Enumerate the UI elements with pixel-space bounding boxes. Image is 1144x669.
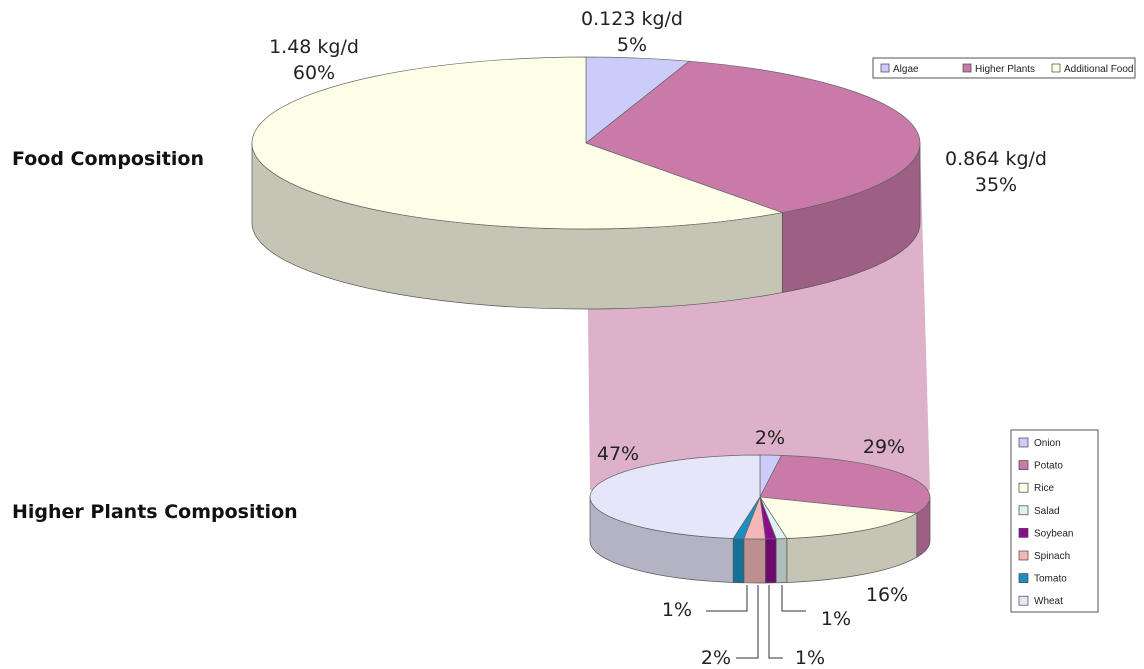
soybean-legend-swatch xyxy=(1018,528,1029,538)
salad-slice-side xyxy=(775,538,788,584)
tomato-legend-label: Tomato xyxy=(1034,574,1067,585)
higher-plants-composition-title: Higher Plants Composition xyxy=(12,501,298,523)
onion-legend-label: Onion xyxy=(1034,438,1061,449)
additional-food-data-label: 1.48 kg/d 60% xyxy=(269,36,359,84)
higher-plants-legend-swatch xyxy=(962,63,972,73)
onion-legend-swatch xyxy=(1018,437,1029,448)
soybean-data-label: 1% xyxy=(795,647,825,669)
food-legend-box xyxy=(872,57,1136,79)
higher-plants-legend-label: Higher Plants xyxy=(975,64,1035,75)
salad-leader-line xyxy=(781,585,806,612)
pie-labels: 0.123 kg/d 5% 0.864 kg/d 35% 1.48 kg/d 60% 2% 2… xyxy=(269,8,1047,669)
soybean-legend-label: Soybean xyxy=(1034,528,1073,539)
spinach-leader-line xyxy=(736,585,759,659)
wheat-data-label: 47% xyxy=(597,443,639,465)
additional-food-slice xyxy=(251,56,784,230)
tomato-slice-side xyxy=(732,538,745,584)
higher-plants-pie xyxy=(589,454,931,584)
rice-data-label: 16% xyxy=(866,584,908,606)
rice-slice xyxy=(759,496,918,539)
potato-slice xyxy=(759,454,931,514)
additional-food-legend-swatch xyxy=(1051,63,1061,73)
potato-legend-label: Potato xyxy=(1034,461,1063,472)
potato-data-label: 29% xyxy=(863,436,905,458)
rice-legend-label: Rice xyxy=(1034,483,1054,494)
higher-plants-slice xyxy=(585,60,921,213)
onion-data-label: 2% xyxy=(755,427,785,449)
spinach-data-label: 2% xyxy=(701,647,731,669)
higher-plants-legend: Onion Potato Rice Salad Soybean Spinach Tomato… xyxy=(1010,429,1099,613)
tomato-data-label: 1% xyxy=(662,599,692,621)
wheat-slice xyxy=(589,454,761,539)
spinach-slice-side xyxy=(743,538,766,584)
salad-data-label: 1% xyxy=(821,608,851,630)
tomato-leader-line xyxy=(706,585,748,612)
additional-food-legend-label: Additional Food xyxy=(1064,64,1134,75)
potato-legend-swatch xyxy=(1018,460,1029,470)
higher-plants-data-label: 0.864 kg/d 35% xyxy=(945,148,1047,196)
salad-legend-swatch xyxy=(1018,505,1029,516)
rice-legend-swatch xyxy=(1018,482,1029,493)
tomato-legend-swatch xyxy=(1018,573,1029,583)
spinach-legend-swatch xyxy=(1018,550,1029,561)
food-composition-title: Food Composition xyxy=(12,148,204,170)
salad-legend-label: Salad xyxy=(1034,506,1060,517)
higher-plants-legend-box xyxy=(1010,429,1099,613)
algae-legend-swatch xyxy=(880,63,890,73)
wheat-legend-label: Wheat xyxy=(1034,596,1063,607)
spinach-legend-label: Spinach xyxy=(1034,551,1070,562)
food-pie xyxy=(251,56,921,310)
soybean-slice-side xyxy=(765,538,777,584)
wheat-legend-swatch xyxy=(1018,595,1029,606)
algae-legend-label: Algae xyxy=(893,64,919,75)
soybean-leader-line xyxy=(768,585,783,659)
algae-data-label: 0.123 kg/d 5% xyxy=(581,8,683,56)
food-legend: Algae Higher Plants Additional Food xyxy=(872,57,1136,79)
